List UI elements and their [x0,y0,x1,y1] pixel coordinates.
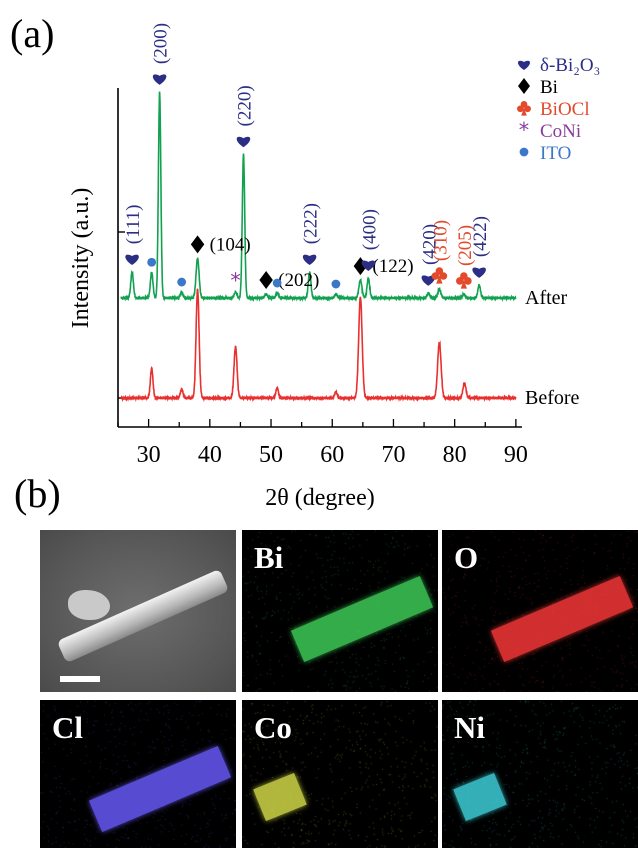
club-lobe [464,277,472,285]
heart-marker [303,255,317,265]
eds-map-o: O [442,530,638,692]
dot-marker [520,148,529,157]
x-tick-label: 60 [320,442,344,468]
x-tick-label: 70 [381,442,405,468]
peak-label: (202) [278,270,319,291]
peak-label: (220) [234,85,255,126]
debris-cluster [68,590,110,620]
x-tick-label: 80 [443,442,467,468]
series-label-after: After [525,287,568,309]
club-marker [432,267,448,283]
diamond-marker [518,78,530,94]
map-label-o: O [454,540,478,576]
peak-label: (122) [372,256,413,277]
club-lobe [517,105,524,112]
chart-legend: δ-Bi₂O₃BiBiOCl * CoNiITO [517,55,600,164]
series-line-before [121,289,516,400]
eds-map-ni: Ni [442,700,638,848]
heart-marker [472,267,486,277]
heart-marker [518,61,530,70]
map-label-co: Co [254,710,292,746]
scale-bar [60,676,100,682]
diamond-marker [191,235,205,253]
diamond-marker [259,271,273,289]
map-label-ni: Ni [454,710,485,746]
map-label-cl: Cl [52,710,83,746]
peak-label: (310) [430,220,451,261]
y-axis-label: Intensity (a.u.) [68,188,94,329]
chart-annotations: (111) (200) (220) (104) (202) (222) (122) (400)… [123,23,491,292]
heart-marker [125,255,139,265]
x-tick-label: 30 [137,442,161,468]
map-label-bi: Bi [254,540,283,576]
asterisk-marker: * [230,268,240,292]
legend-label-biocl: BiOCl [540,99,590,120]
dot-marker [273,279,282,288]
club-lobe [524,105,531,112]
dot-marker [147,258,156,267]
dot-marker [177,278,186,287]
series-label-before: Before [525,387,580,409]
series-line-after [121,92,516,300]
panel-b-label: (b) [14,474,61,514]
xrd-chart: 30 40 50 60 70 80 90 2θ (degree) Intensity (a.u.… [0,0,638,520]
x-tick-label: 90 [504,442,528,468]
legend-label-bio: δ-Bi₂O₃ [540,55,600,76]
peak-label: (111) [123,205,144,245]
heart-marker [153,74,167,84]
x-axis-label: 2θ (degree) [265,485,374,511]
club-marker [456,272,472,288]
dot-marker [332,280,341,289]
peak-label: (200) [151,23,172,64]
legend-label-bi: Bi [540,77,558,98]
peak-label: (222) [301,203,322,244]
x-tick-label: 50 [259,442,283,468]
club-lobe [440,272,448,280]
club-marker [517,101,531,116]
sem-image [40,530,236,692]
peak-label: (400) [359,209,380,250]
club-lobe [432,272,440,280]
legend-label-ito: ITO [540,143,571,164]
eds-map-cl: Cl [40,700,236,848]
asterisk-marker: * [519,118,529,142]
peak-label: (422) [470,216,491,257]
eds-map-bi: Bi [242,530,438,692]
x-tick-label: 40 [198,442,222,468]
eds-map-co: Co [242,700,438,848]
heart-marker [237,137,251,147]
chart-series-group: After Before [121,92,579,409]
legend-label-coni: CoNi [540,121,581,142]
club-lobe [456,277,464,285]
peak-label: (104) [210,234,251,255]
